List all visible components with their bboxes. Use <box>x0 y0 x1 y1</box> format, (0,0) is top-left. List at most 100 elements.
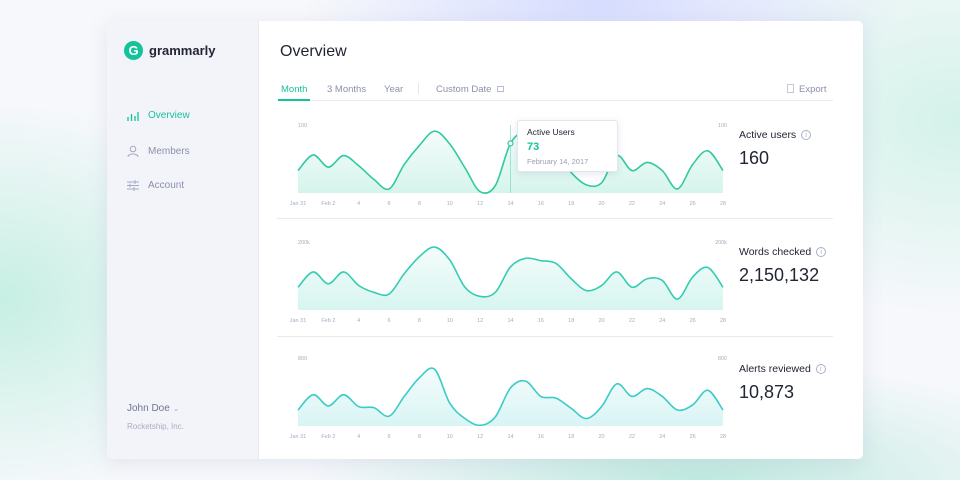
x-tick-label: 18 <box>568 318 574 324</box>
export-label: Export <box>799 84 827 95</box>
sidebar-item-members[interactable]: Members <box>127 145 190 157</box>
sidebar-item-overview[interactable]: Overview <box>127 110 190 121</box>
user-name: John Doe <box>127 403 170 414</box>
x-tick-label: 28 <box>720 318 726 324</box>
tab-3-months[interactable]: 3 Months <box>327 84 367 95</box>
x-tick-label: 20 <box>599 201 605 207</box>
period-tabs: Month 3 Months Year Custom Date Export <box>277 81 833 101</box>
tooltip-value: 73 <box>527 141 540 153</box>
x-tick-label: Jan 31 <box>290 201 307 207</box>
tooltip-title: Active Users <box>527 127 575 137</box>
stat-label-active-users: Active users i <box>739 129 812 141</box>
sidebar: G grammarly Overview Members Account Joh… <box>107 21 259 459</box>
sidebar-item-label: Overview <box>148 110 190 121</box>
alerts-reviewed-chart[interactable]: 800 800 Jan 31 Feb 2 4 6 8 10 12 14 16 18 20 22 24 26 28 <box>280 348 740 444</box>
x-tick-label: 22 <box>629 318 635 324</box>
x-tick-label: 20 <box>599 318 605 324</box>
stat-value-alerts-reviewed: 10,873 <box>739 382 795 402</box>
tab-separator <box>418 83 419 94</box>
x-tick-label: 22 <box>629 434 635 440</box>
info-icon[interactable]: i <box>801 130 812 140</box>
chevron-down-icon: ⌄ <box>172 404 180 413</box>
logo-text: grammarly <box>149 43 216 58</box>
x-tick-label: 4 <box>357 434 360 440</box>
x-tick-label: 4 <box>357 201 360 207</box>
info-icon[interactable]: i <box>816 247 827 257</box>
hover-marker <box>507 140 514 147</box>
info-icon[interactable]: i <box>815 364 826 374</box>
x-tick-label: 24 <box>659 201 665 207</box>
x-tick-label: 28 <box>720 201 726 207</box>
divider <box>277 336 833 337</box>
stat-value-active-users: 160 <box>739 148 770 168</box>
x-tick-label: 12 <box>477 434 483 440</box>
x-tick-label: 26 <box>690 318 696 324</box>
organization-name: Rocketship, Inc. <box>127 422 184 431</box>
x-tick-label: 16 <box>538 201 544 207</box>
x-tick-label: 16 <box>538 318 544 324</box>
x-tick-label: 14 <box>507 201 513 207</box>
stat-title: Alerts reviewed <box>739 363 811 375</box>
x-tick-label: 10 <box>447 434 453 440</box>
x-tick-label: Jan 31 <box>290 434 307 440</box>
active-users-chart[interactable]: 100 100 Jan 31 Feb 2 4 6 8 10 12 14 16 18 20 22 24 26 28 <box>280 115 740 211</box>
x-tick-label: 24 <box>659 434 665 440</box>
stat-title: Words checked <box>739 246 812 258</box>
export-button[interactable]: Export <box>787 84 826 95</box>
document-icon <box>787 84 794 93</box>
y-max-label: 100 <box>298 123 307 129</box>
x-tick-label: 18 <box>568 201 574 207</box>
x-tick-label: 8 <box>418 434 421 440</box>
x-tick-label: 28 <box>720 434 726 440</box>
x-tick-label: 22 <box>629 201 635 207</box>
x-tick-label: 16 <box>538 434 544 440</box>
x-tick-label: 12 <box>477 318 483 324</box>
x-tick-label: Jan 31 <box>290 318 307 324</box>
tooltip-date: February 14, 2017 <box>527 157 589 166</box>
x-tick-label: 6 <box>388 434 391 440</box>
x-tick-label: 26 <box>690 201 696 207</box>
x-tick-label: 10 <box>447 318 453 324</box>
words-checked-chart[interactable]: 200k 200k Jan 31 Feb 2 4 6 8 10 12 14 16 18 20 22 24 26… <box>280 232 740 328</box>
area-fill <box>298 247 723 310</box>
chart-tooltip: Active Users 73 February 14, 2017 <box>517 120 618 172</box>
x-tick-label: 20 <box>599 434 605 440</box>
x-tick-label: Feb 2 <box>321 434 335 440</box>
x-tick-label: 24 <box>659 318 665 324</box>
tab-month[interactable]: Month <box>277 84 311 101</box>
tab-label: Custom Date <box>436 84 492 95</box>
x-tick-label: 4 <box>357 318 360 324</box>
y-max-label: 200k <box>715 240 727 246</box>
x-tick-label: 12 <box>477 201 483 207</box>
x-tick-label: 14 <box>507 318 513 324</box>
x-tick-label: Feb 2 <box>321 318 335 324</box>
y-max-label: 800 <box>718 356 727 362</box>
stat-label-alerts-reviewed: Alerts reviewed i <box>739 363 826 375</box>
stat-title: Active users <box>739 129 797 141</box>
y-max-label: 800 <box>298 356 307 362</box>
area-fill <box>298 368 723 426</box>
y-max-label: 200k <box>298 240 310 246</box>
x-tick-label: 14 <box>507 434 513 440</box>
x-tick-label: Feb 2 <box>321 201 335 207</box>
stat-value-words-checked: 2,150,132 <box>739 265 820 285</box>
dashboard-card: G grammarly Overview Members Account Joh… <box>107 21 863 459</box>
x-tick-label: 8 <box>418 318 421 324</box>
sliders-icon <box>127 180 139 191</box>
page-title: Overview <box>280 43 347 60</box>
tab-custom-date[interactable]: Custom Date <box>436 84 505 95</box>
x-tick-label: 8 <box>418 201 421 207</box>
user-icon <box>127 145 139 157</box>
x-tick-label: 6 <box>388 201 391 207</box>
stat-label-words-checked: Words checked i <box>739 246 827 258</box>
bar-chart-icon <box>127 111 139 121</box>
logo[interactable]: G grammarly <box>124 41 215 60</box>
user-menu[interactable]: John Doe ⌄ <box>127 403 179 414</box>
x-tick-label: 26 <box>690 434 696 440</box>
x-tick-label: 18 <box>568 434 574 440</box>
tab-year[interactable]: Year <box>384 84 404 95</box>
divider <box>277 218 833 219</box>
y-max-label: 100 <box>718 123 727 129</box>
x-tick-label: 6 <box>388 318 391 324</box>
sidebar-item-account[interactable]: Account <box>127 180 184 191</box>
